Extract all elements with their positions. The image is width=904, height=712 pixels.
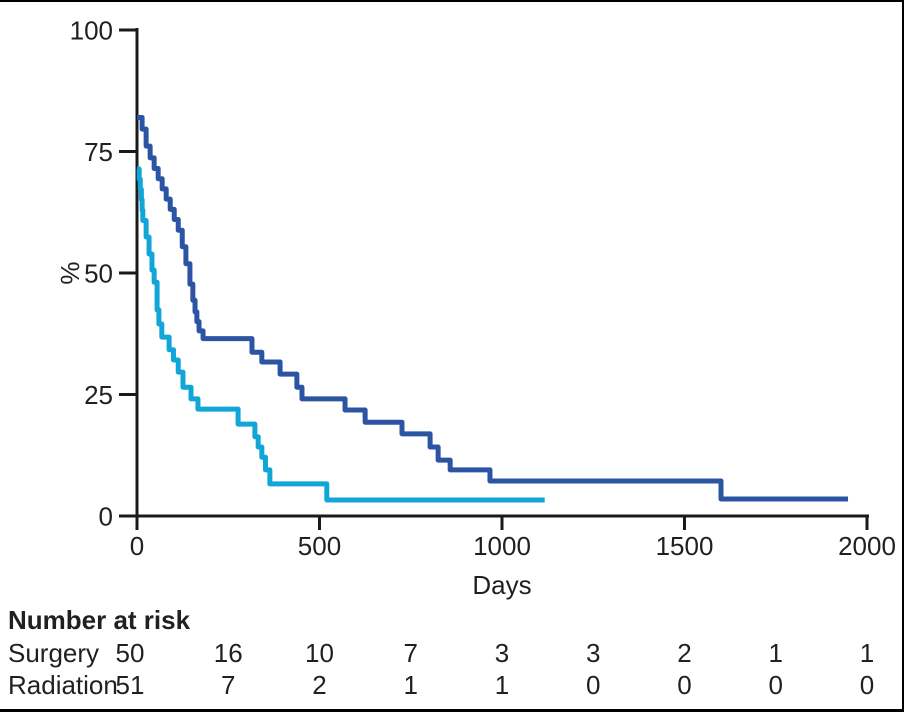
- at-risk-count: 51: [115, 670, 145, 700]
- y-tick-label: 50: [84, 259, 113, 289]
- axes-line: [135, 28, 869, 518]
- at-risk-row-surgery: Surgery 50 16 10 7 3 3 2 1 1: [0, 638, 902, 670]
- at-risk-count: 7: [221, 670, 236, 700]
- y-axis-label: %: [55, 261, 85, 284]
- at-risk-count: 1: [403, 670, 418, 700]
- at-risk-count: 50: [115, 638, 145, 668]
- at-risk-count: 2: [677, 638, 692, 668]
- at-risk-count: 2: [312, 670, 327, 700]
- at-risk-count: 7: [403, 638, 418, 668]
- x-tick-label: 1000: [473, 531, 531, 561]
- at-risk-count: 3: [586, 638, 601, 668]
- y-tick-label: 100: [70, 16, 113, 46]
- at-risk-heading: Number at risk: [8, 605, 191, 635]
- x-axis-label: Days: [472, 570, 531, 600]
- x-tick-label: 0: [130, 531, 144, 561]
- y-tick-label: 25: [84, 380, 113, 410]
- at-risk-count: 10: [305, 638, 334, 668]
- at-risk-count: 16: [213, 638, 243, 668]
- x-tick-label: 1500: [656, 531, 714, 561]
- at-risk-count: 3: [494, 638, 510, 668]
- x-tick-label: 2000: [838, 531, 896, 561]
- at-risk-count: 0: [768, 670, 783, 700]
- at-risk-count: 1: [768, 638, 783, 668]
- y-tick-label: 0: [99, 502, 113, 532]
- at-risk-count: 0: [586, 670, 601, 700]
- at-risk-table: Surgery 50 16 10 7 3 3 2 1 1 Radiation 51 7 2 1 1 0 0 0 0: [0, 638, 902, 702]
- survival-curve-radiation: [136, 166, 545, 503]
- at-risk-row-radiation: Radiation 51 7 2 1 1 0 0 0 0: [0, 670, 902, 702]
- at-risk-count: 1: [494, 670, 510, 700]
- x-tick-label: 500: [298, 531, 341, 561]
- survival-curve-surgery: [137, 114, 849, 502]
- at-risk-count: 0: [677, 670, 692, 700]
- y-tick-label: 75: [84, 137, 113, 167]
- at-risk-count: 0: [859, 670, 875, 700]
- at-risk-count: 1: [859, 638, 875, 668]
- at-risk-row-label: Radiation: [8, 670, 118, 700]
- at-risk-row-label: Surgery: [8, 638, 100, 668]
